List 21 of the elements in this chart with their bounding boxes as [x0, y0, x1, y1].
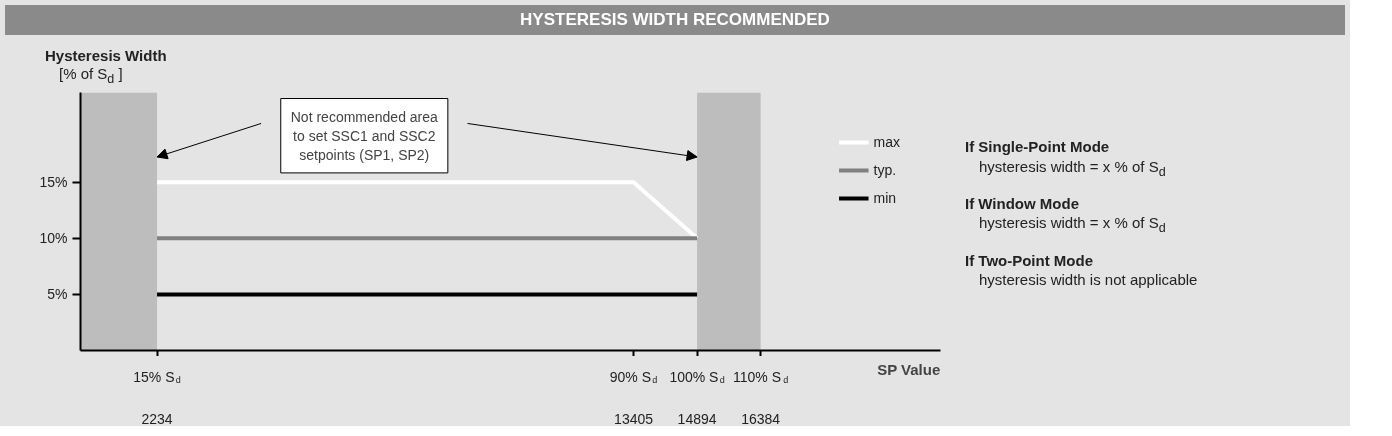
- x-tick-label: 13405: [614, 410, 654, 427]
- text: 15% Sd: [133, 368, 181, 385]
- x-tick-label: 2234: [141, 410, 173, 427]
- annotation: Not recommended area to set SSC1 and SSC2 setpoints (SP1, SP2): [290, 108, 439, 163]
- y-axis-title: Hysteresis Width [% of S$_{d}$ ]: [45, 47, 167, 86]
- legend-label: typ.: [873, 162, 897, 178]
- x-tick-label: 14894: [677, 410, 717, 427]
- chart-title: HYSTERESIS WIDTH RECOMMENDED: [520, 9, 830, 31]
- text: 90% Sd: [609, 368, 658, 385]
- text: If Single-Point Mode hysteresis width = x % of S$_{d}$: [965, 138, 1166, 179]
- text: If Window Mode hysteresis width = x % of S$_{d}$: [965, 194, 1166, 236]
- y-tick-label: 10%: [39, 230, 68, 247]
- y-tick-label: 5%: [47, 286, 68, 303]
- text: If Two-Point Mode hysteresis width is not applicable: [965, 251, 1198, 288]
- x-axis-title: SP Value: [877, 360, 941, 378]
- text: 110% Sd: [732, 368, 789, 385]
- text: 100% Sd: [669, 368, 725, 385]
- y-tick-label: 15%: [39, 174, 68, 191]
- x-tick-label: 16384: [741, 410, 781, 427]
- legend-label: min: [873, 190, 897, 206]
- legend-label: max: [873, 134, 900, 150]
